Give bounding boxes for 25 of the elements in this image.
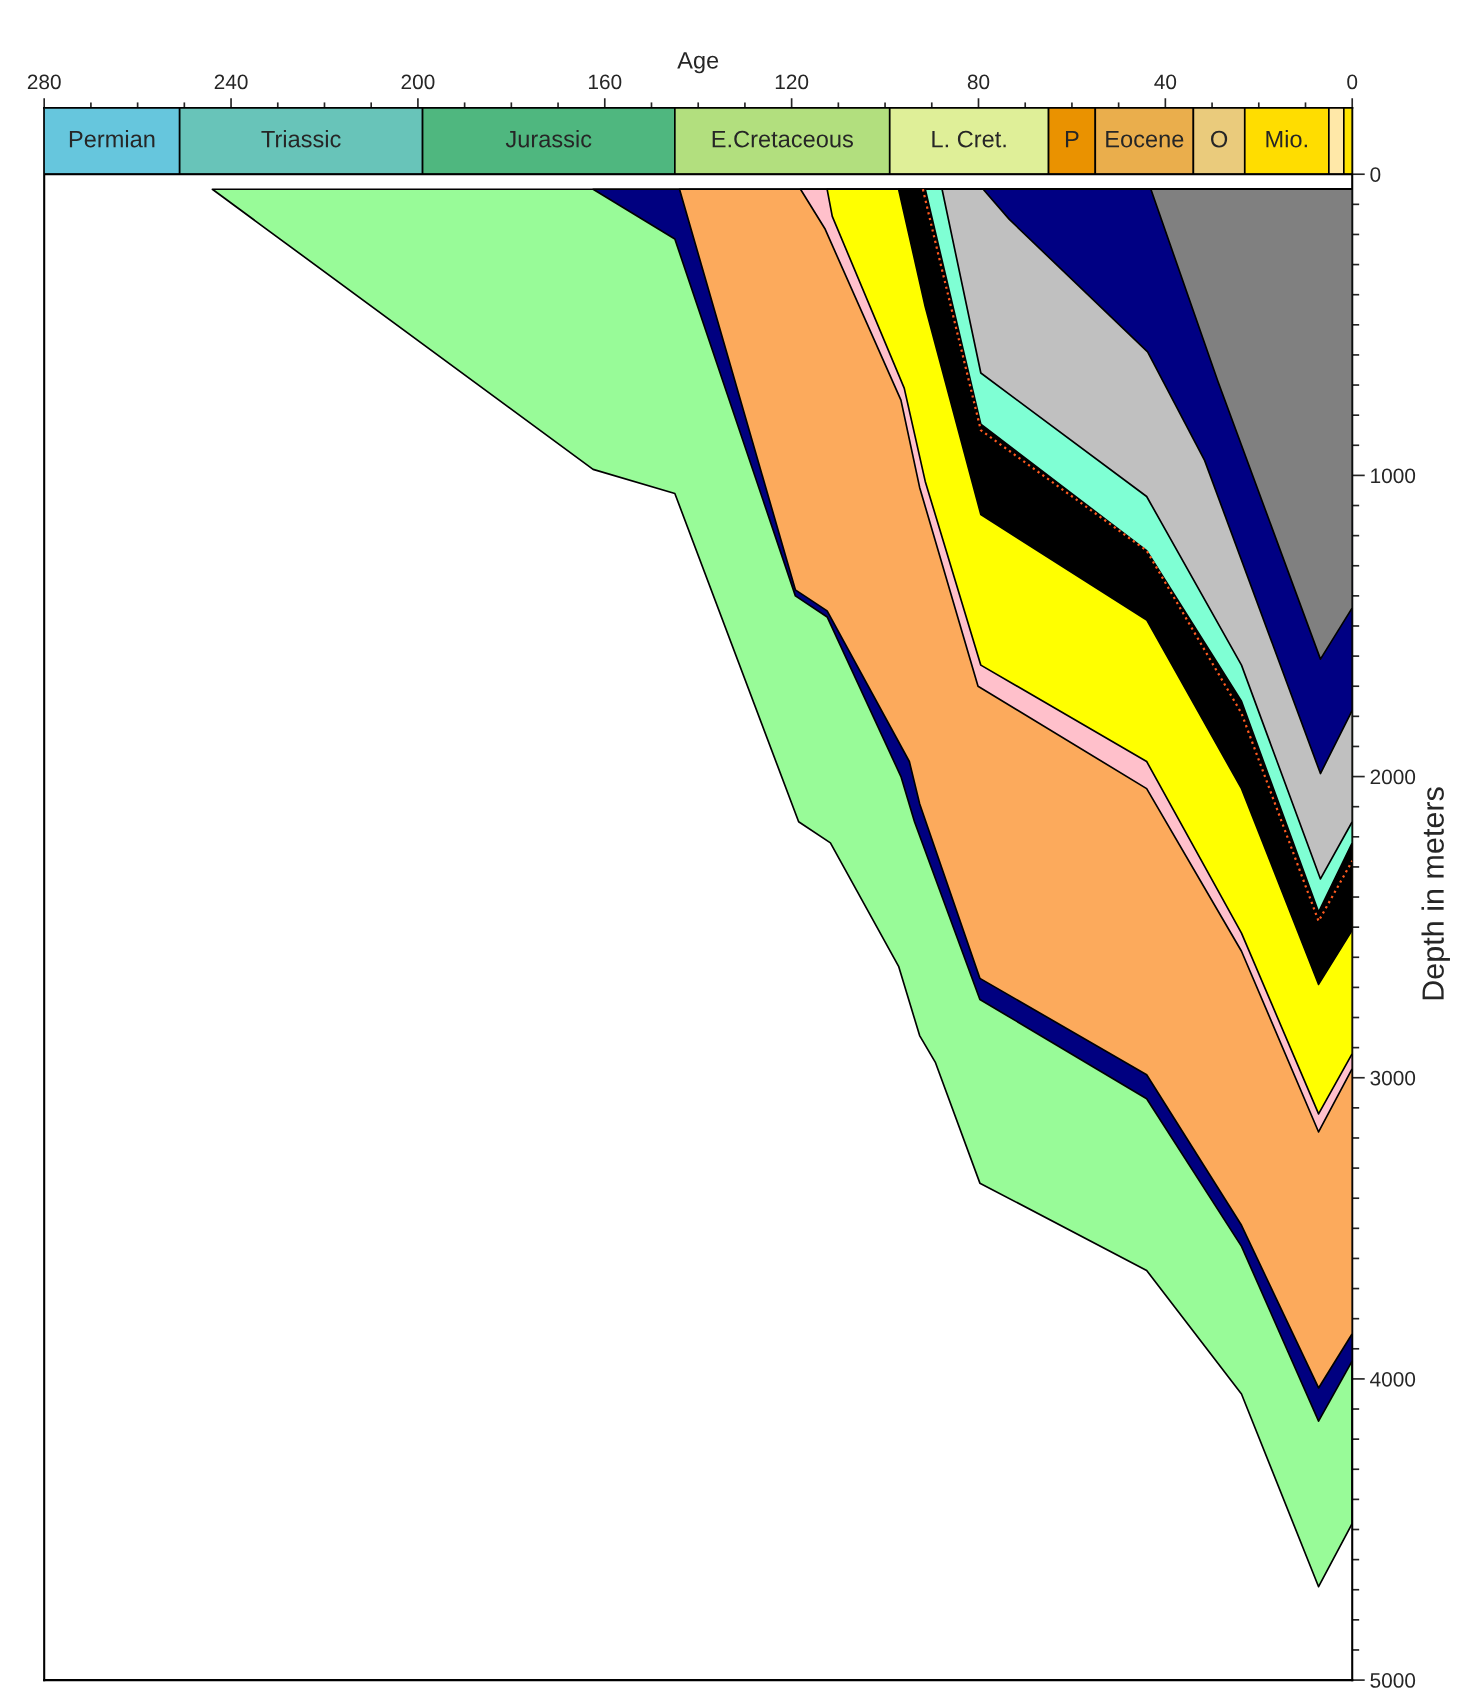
y-tick-label: 5000 (1370, 1673, 1416, 1688)
band-label: L. Cret. (932, 130, 1006, 148)
y-tick-label: 2000 (1370, 769, 1416, 785)
y-tick-label: 3000 (1370, 1070, 1416, 1086)
x-tick-label: 200 (401, 74, 435, 90)
x-tick-label: 160 (588, 74, 622, 90)
y-axis-title: Depth in meters (1421, 787, 1450, 1000)
band-label: E.Cretaceous (712, 130, 853, 148)
band-label: Mio. (1266, 130, 1307, 148)
x-tick-label: 280 (27, 74, 61, 90)
band-label: O (1211, 130, 1228, 148)
x-axis-title: Age (677, 52, 719, 74)
band-label: P (1065, 130, 1079, 148)
x-tick-label: 0 (1347, 74, 1358, 90)
band-label: Eocene (1106, 130, 1184, 148)
x-tick-label: 120 (775, 74, 809, 90)
y-tick-label: 1000 (1371, 468, 1416, 484)
x-tick-label: 80 (967, 74, 990, 90)
x-tick-label: 240 (214, 74, 248, 90)
band-label: Permian (69, 130, 155, 148)
band-label: Jurassic (505, 130, 592, 148)
band-label: Triassic (261, 130, 341, 148)
y-tick-label: 4000 (1370, 1371, 1416, 1387)
y-tick-label: 0 (1370, 167, 1381, 182)
x-tick-label: 40 (1154, 74, 1177, 90)
